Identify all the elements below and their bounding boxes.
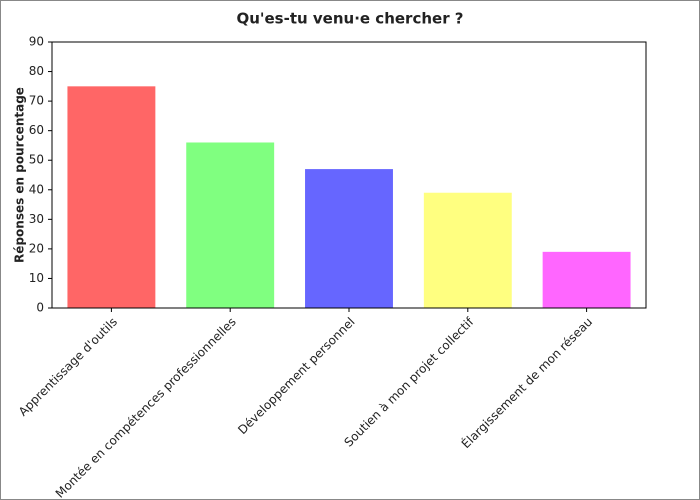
y-tick-label: 60 [29, 123, 44, 137]
y-axis-label: Réponses en pourcentage [13, 87, 27, 263]
y-tick-label: 80 [29, 64, 44, 78]
bar [305, 169, 393, 308]
bar [186, 142, 275, 308]
y-tick-label: 50 [29, 153, 44, 167]
plot-frame [51, 41, 647, 309]
bar [67, 86, 156, 308]
y-tick-label: 10 [29, 271, 44, 285]
y-tick-label: 30 [29, 212, 44, 226]
y-tick-label: 90 [29, 35, 44, 49]
y-tick-label: 70 [29, 94, 44, 108]
y-tick-label: 40 [29, 182, 44, 196]
chart-title: Qu'es-tu venu·e chercher ? [236, 10, 463, 28]
bar [423, 192, 512, 308]
y-tick-label: 0 [36, 301, 44, 315]
bar [542, 251, 631, 308]
y-tick-label: 20 [29, 241, 44, 255]
